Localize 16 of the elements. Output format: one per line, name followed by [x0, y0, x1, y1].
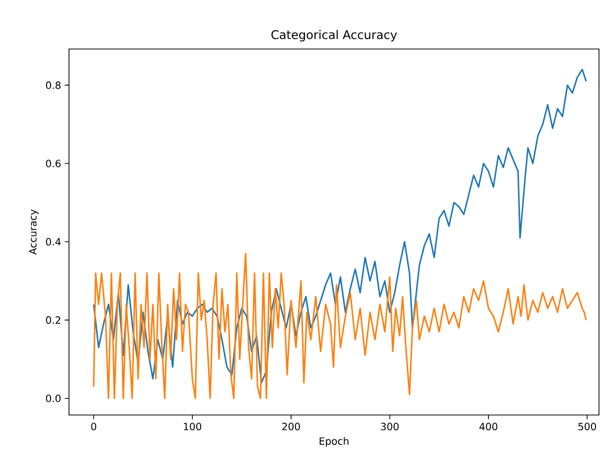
x-axis-title: Epoch — [320, 437, 348, 447]
x-tick-label: 400 — [479, 422, 498, 430]
line-series — [92, 252, 587, 400]
y-tick-label: 0.4 — [46, 238, 61, 246]
y-tick-label: 0.2 — [46, 316, 60, 324]
x-tick-label: 500 — [578, 422, 596, 430]
x-tick-label: 100 — [184, 422, 202, 430]
x-tick-label: 300 — [381, 422, 399, 430]
y-tick-label: 0.0 — [46, 394, 61, 402]
x-tick-label: 0 — [91, 422, 96, 430]
y-axis-title: Accuracy — [29, 210, 39, 255]
line-series — [92, 68, 587, 384]
x-tick-label: 200 — [282, 422, 300, 430]
y-tick-label: 0.8 — [46, 81, 61, 89]
y-tick-label: 0.6 — [46, 160, 61, 168]
chart-title: Categorical Accuracy — [271, 30, 397, 42]
